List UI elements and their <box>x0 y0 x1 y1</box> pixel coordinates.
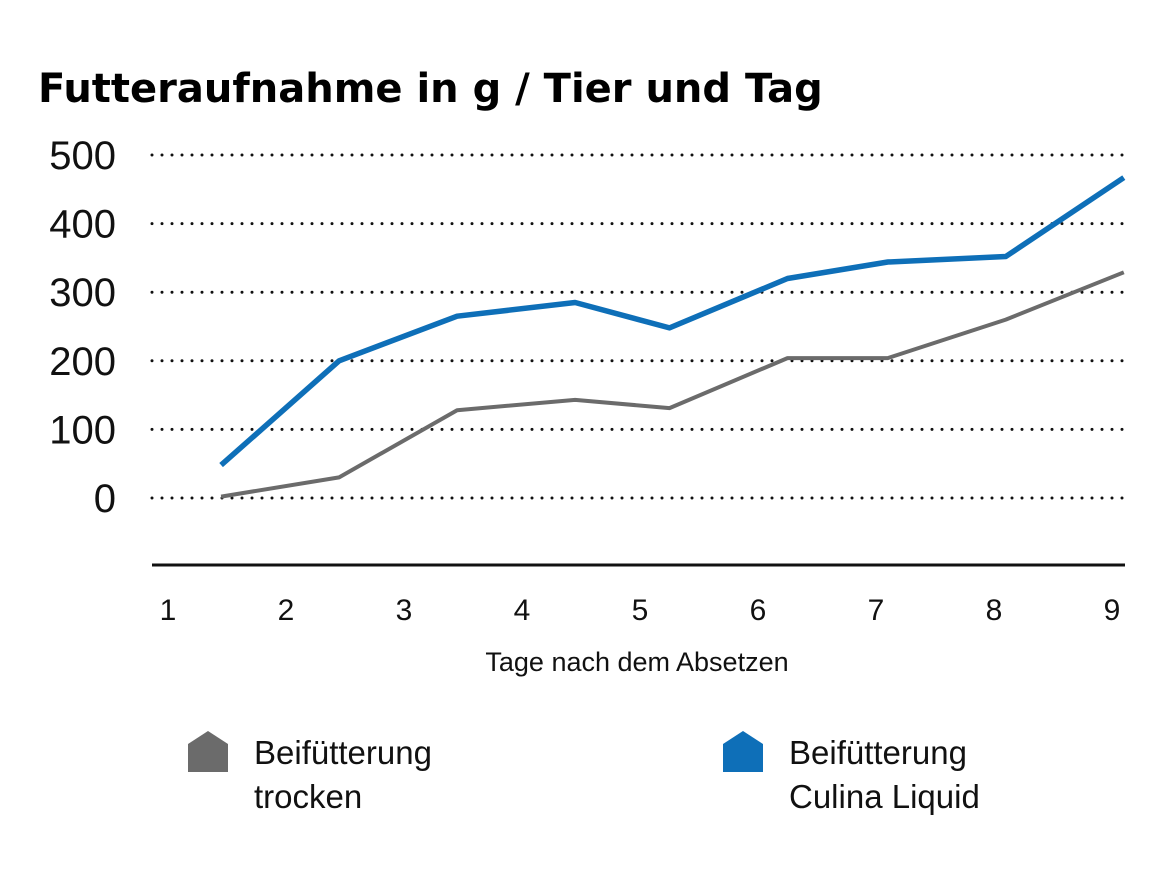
grid <box>150 153 1127 500</box>
y-tick-label: 0 <box>94 477 116 521</box>
legend-label: Beifütterung <box>254 734 432 771</box>
legend-item: Beifütterung trocken <box>188 731 432 815</box>
x-tick-label: 5 <box>632 594 649 627</box>
legend-label: Culina Liquid <box>789 778 980 815</box>
series-1 <box>220 270 1125 499</box>
x-tick-label: 6 <box>750 594 767 627</box>
y-tick-label: 200 <box>49 340 116 384</box>
legend: Beifütterung trocken Beifütterung Culina Li… <box>188 731 980 815</box>
series-line <box>220 270 1125 499</box>
x-tick-label: 9 <box>1104 594 1121 627</box>
y-tick-label: 300 <box>49 271 116 315</box>
y-tick-label: 400 <box>49 203 116 247</box>
x-tick-label: 8 <box>986 594 1003 627</box>
y-tick-label: 500 <box>49 134 116 178</box>
y-tick-label: 100 <box>49 408 116 452</box>
legend-label: trocken <box>254 778 362 815</box>
series-2 <box>219 175 1126 468</box>
series-line <box>219 175 1126 468</box>
x-axis-ticks: 1 2 3 4 5 6 7 8 9 <box>160 594 1121 627</box>
x-tick-label: 7 <box>868 594 885 627</box>
x-tick-label: 4 <box>514 594 531 627</box>
legend-label: Beifütterung <box>789 734 967 771</box>
legend-swatch-icon <box>188 731 228 772</box>
x-tick-label: 3 <box>396 594 413 627</box>
chart-title: Futteraufnahme in g / Tier und Tag <box>38 66 823 112</box>
x-tick-label: 2 <box>278 594 295 627</box>
x-axis-label: Tage nach dem Absetzen <box>485 647 788 677</box>
series <box>219 175 1126 499</box>
x-tick-label: 1 <box>160 594 177 627</box>
y-axis-ticks: 0 100 200 300 400 500 <box>49 134 116 521</box>
legend-item: Beifütterung Culina Liquid <box>723 731 980 815</box>
legend-swatch-icon <box>723 731 763 772</box>
